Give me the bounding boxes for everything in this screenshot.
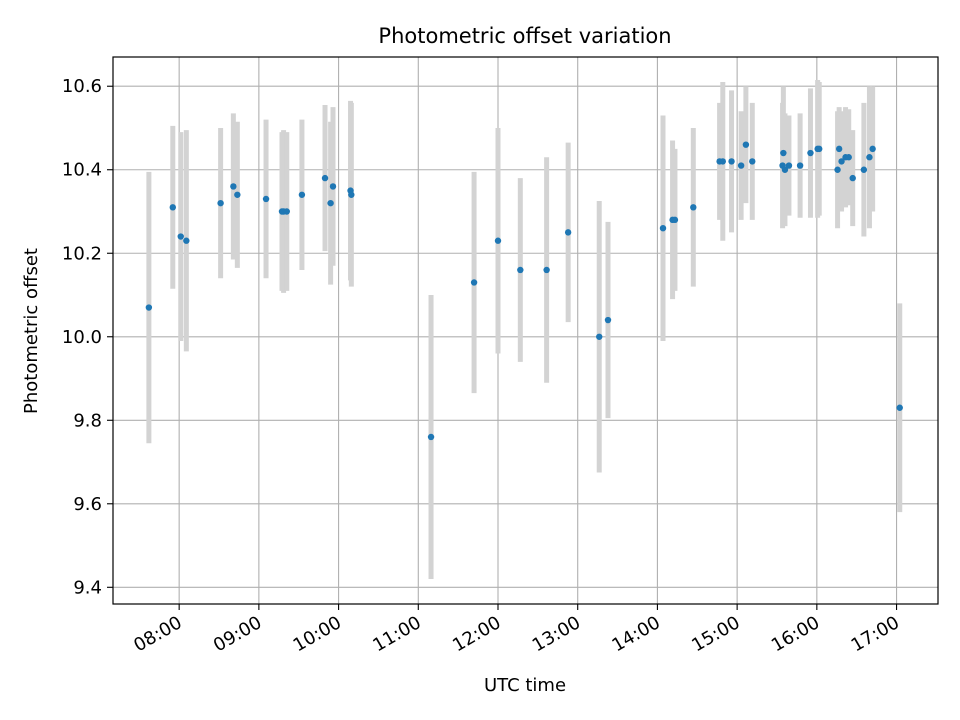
data-point bbox=[816, 145, 823, 153]
data-point bbox=[327, 199, 334, 207]
data-point bbox=[494, 237, 502, 244]
data-point bbox=[659, 224, 667, 232]
data-point bbox=[183, 237, 190, 244]
data-point bbox=[145, 304, 153, 311]
y-axis-ticks: 9.4 9.6 9.8 10.0 10.2 10.4 10.6 bbox=[62, 76, 113, 598]
data-point bbox=[742, 141, 750, 148]
data-point bbox=[866, 154, 873, 161]
data-point bbox=[780, 149, 787, 157]
data-point bbox=[517, 266, 524, 274]
data-point bbox=[564, 229, 572, 236]
data-point bbox=[321, 174, 329, 182]
data-point bbox=[234, 191, 241, 198]
data-point bbox=[834, 166, 841, 173]
plot-frame bbox=[112, 56, 939, 605]
data-point bbox=[860, 166, 868, 173]
y-tick-label: 9.6 bbox=[73, 494, 102, 515]
data-point bbox=[896, 404, 903, 411]
data-point bbox=[781, 166, 789, 173]
data-point bbox=[690, 204, 697, 211]
data-point bbox=[427, 433, 435, 441]
data-point bbox=[230, 183, 237, 190]
y-axis-label: Photometric offset bbox=[21, 248, 42, 414]
data-point bbox=[169, 204, 176, 211]
data-point bbox=[348, 191, 355, 198]
data-point bbox=[838, 158, 845, 165]
data-point bbox=[543, 266, 550, 274]
data-point bbox=[719, 158, 726, 165]
data-points bbox=[145, 141, 903, 441]
data-point bbox=[298, 191, 306, 198]
data-point bbox=[845, 154, 852, 161]
y-tick-label: 10.2 bbox=[62, 243, 102, 264]
data-point bbox=[835, 145, 843, 153]
data-point bbox=[671, 216, 679, 224]
y-tick-label: 9.8 bbox=[73, 410, 102, 431]
x-axis-label: UTC time bbox=[484, 675, 566, 696]
data-point bbox=[177, 233, 184, 240]
data-point bbox=[604, 316, 612, 324]
data-point bbox=[217, 199, 224, 207]
data-point bbox=[869, 145, 876, 153]
data-point bbox=[728, 158, 735, 165]
data-point bbox=[596, 333, 603, 340]
data-point bbox=[262, 195, 270, 203]
chart-title: Photometric offset variation bbox=[378, 24, 671, 48]
data-point bbox=[470, 279, 478, 286]
y-tick-label: 10.6 bbox=[62, 76, 102, 97]
data-point bbox=[785, 162, 793, 169]
data-point bbox=[283, 208, 290, 215]
data-point bbox=[807, 149, 814, 157]
data-point bbox=[749, 158, 756, 165]
data-point bbox=[329, 183, 337, 190]
data-point bbox=[796, 162, 804, 169]
y-tick-label: 10.4 bbox=[62, 160, 102, 181]
y-tick-label: 9.4 bbox=[73, 577, 102, 598]
data-point bbox=[737, 162, 745, 169]
data-point bbox=[849, 174, 856, 182]
y-tick-label: 10.0 bbox=[62, 327, 102, 348]
